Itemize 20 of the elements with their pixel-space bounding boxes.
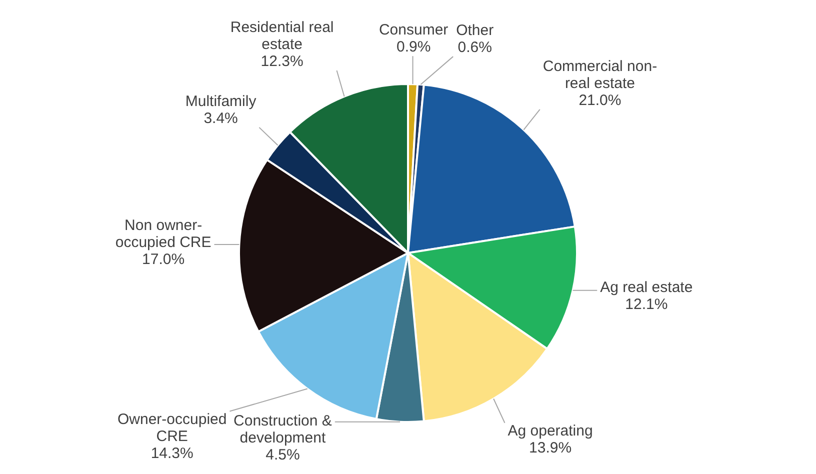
data-label: 12.1% <box>625 296 668 314</box>
slice-label: Non owner-occupied CRE <box>115 217 212 252</box>
slice-label: Commercial non-real estate <box>542 58 658 92</box>
slice-label: Ag real estate <box>600 279 693 296</box>
data-label: 12.3% <box>260 53 304 70</box>
data-label: 0.6% <box>458 39 492 56</box>
data-label: 17.0% <box>142 251 185 268</box>
data-label: 3.4% <box>204 110 238 128</box>
slice-label: Ag operating <box>508 422 593 440</box>
data-label: 13.9% <box>529 440 572 457</box>
slice-label: Multifamily <box>185 93 257 110</box>
slice-label: Consumer <box>378 22 448 39</box>
slice-label: Owner-occupied CRE <box>117 410 227 445</box>
slice-label: Other <box>456 22 494 40</box>
data-label: 21.0% <box>578 92 622 110</box>
slice-label: Construction & development <box>234 412 332 447</box>
data-label: 4.5% <box>266 446 300 464</box>
data-label: 14.3% <box>150 444 194 462</box>
slice-label: Residential real estate <box>230 19 334 54</box>
data-label: 0.9% <box>396 38 431 56</box>
